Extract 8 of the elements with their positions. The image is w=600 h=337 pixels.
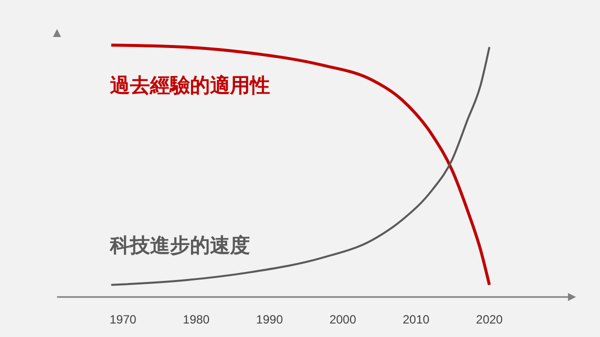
x-tick-label: 1990 (256, 312, 284, 327)
x-tick-label: 2020 (476, 312, 504, 327)
series-label: 過去經驗的適用性 (110, 72, 270, 99)
x-tick-label: 1970 (110, 312, 137, 327)
series-label: 科技進步的速度 (110, 232, 250, 259)
x-tick-label: 2010 (402, 312, 430, 327)
x-tick-label: 1980 (182, 312, 210, 327)
x-tick-label: 2000 (329, 312, 356, 327)
